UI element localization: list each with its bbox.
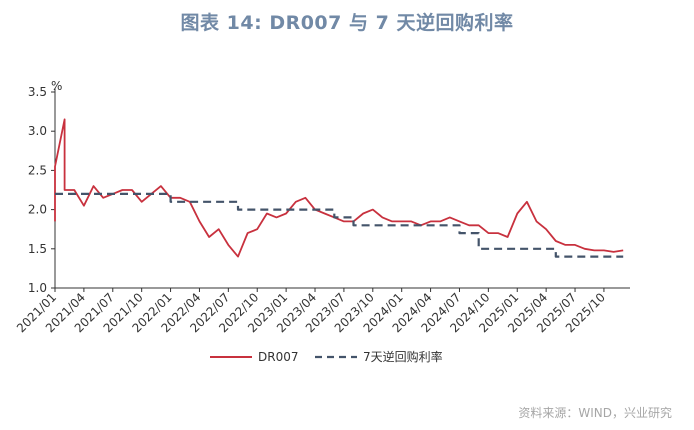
- y-tick-label: 3.0: [28, 124, 47, 138]
- series-layer: [54, 118, 624, 258]
- axes: 1.01.52.02.53.03.5 %2021/012021/042021/07…: [14, 79, 630, 335]
- legend-label-reverse-repo-7d: 7天逆回购利率: [363, 349, 443, 364]
- legend-label-dr007: DR007: [258, 350, 298, 364]
- legend: DR007 7天逆回购利率: [210, 349, 443, 364]
- chart-title: 图表 14: DR007 与 7 天逆回购利率: [180, 12, 514, 34]
- y-tick-label: 2.0: [28, 203, 47, 217]
- series-line-reverse-repo-7d: [55, 192, 624, 258]
- series-line-dr007: [54, 118, 624, 258]
- y-tick-label: 1.0: [28, 281, 47, 295]
- y-tick-label: 2.5: [28, 163, 47, 177]
- y-tick-label: 3.5: [28, 85, 47, 99]
- y-axis-unit-label: %: [51, 79, 62, 93]
- source-note: 资料来源：WIND，兴业研究: [518, 406, 672, 420]
- y-tick-label: 1.5: [28, 242, 47, 256]
